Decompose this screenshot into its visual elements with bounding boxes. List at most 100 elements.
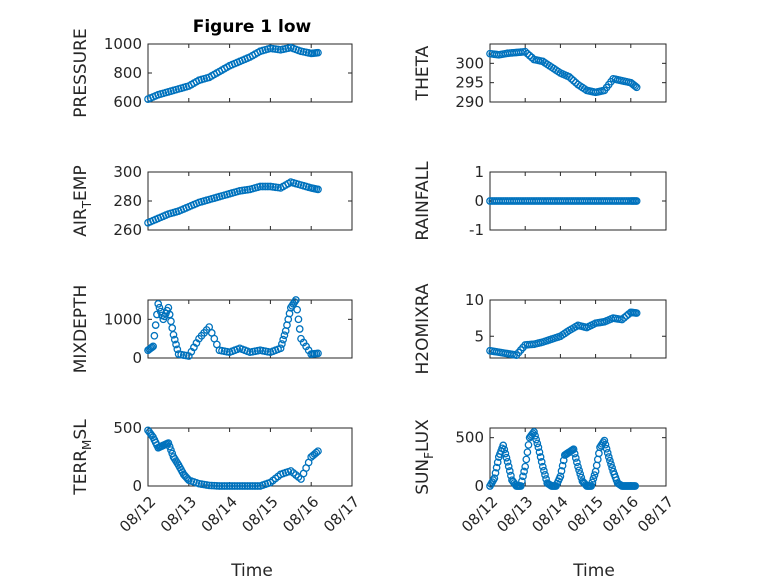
y-axis-label: PRESSURE <box>71 28 91 117</box>
data-point <box>293 305 302 314</box>
data-point <box>573 458 581 467</box>
y-axis-label-main: SUN <box>413 459 433 495</box>
data-point <box>530 428 538 436</box>
data-point <box>534 443 543 452</box>
data-point <box>523 448 532 457</box>
data-point <box>490 474 499 483</box>
data-point <box>504 462 513 471</box>
y-axis-label-main: AIR <box>71 208 91 237</box>
data-point <box>210 481 219 490</box>
data-point <box>631 482 640 490</box>
data-point <box>535 448 544 457</box>
y-tick-label: 295 <box>455 74 484 92</box>
y-axis-label: MIXDEPTH <box>71 285 91 374</box>
subplot-rainfall: -1 0 1 RAINFALL <box>413 161 667 241</box>
series-markers <box>144 43 322 103</box>
axes-box <box>147 299 353 359</box>
data-point <box>521 462 530 471</box>
data-point <box>576 470 585 478</box>
data-point <box>632 83 641 92</box>
subplot-h2omixra: 5 10 H2OMIXRA <box>413 283 667 375</box>
data-point <box>569 76 578 85</box>
data-point <box>607 460 615 469</box>
y-axis-label: TERRMSL <box>71 419 94 496</box>
y-tick-label: 1000 <box>104 310 142 328</box>
y-axis-label-subscript: T <box>80 200 94 209</box>
data-point <box>167 446 175 454</box>
data-point <box>531 431 539 440</box>
subplot-pressure: 600 800 1000 PRESSURE <box>71 28 353 118</box>
data-point <box>233 482 242 490</box>
data-point <box>565 73 574 81</box>
data-point <box>588 478 597 487</box>
data-point <box>599 438 608 447</box>
y-tick-label: 0 <box>474 477 484 495</box>
data-point <box>279 335 287 344</box>
data-point <box>600 436 609 445</box>
y-tick-label: 500 <box>455 429 484 447</box>
y-tick-label: 500 <box>113 419 142 437</box>
data-point <box>532 435 541 444</box>
y-axis-label: H2OMIXRA <box>413 283 433 374</box>
y-axis-label-rest: EMP <box>71 165 91 201</box>
data-point <box>536 453 545 461</box>
data-point <box>151 321 160 329</box>
data-point <box>533 439 542 448</box>
axes-box <box>147 171 353 231</box>
data-point <box>253 482 262 490</box>
data-point <box>520 467 528 476</box>
data-point <box>521 47 530 56</box>
data-point <box>172 340 180 349</box>
data-point <box>524 441 533 449</box>
y-tick-label: 280 <box>113 192 142 210</box>
data-point <box>493 458 502 467</box>
data-point <box>292 296 300 304</box>
data-point <box>502 453 511 462</box>
chart-title: Figure 1 low <box>193 17 312 37</box>
data-point <box>567 74 576 83</box>
data-point <box>492 463 501 472</box>
y-tick-label: -1 <box>469 221 484 239</box>
axes-box <box>147 427 353 487</box>
subplot-mixdepth: 0 1000 MIXDEPTH <box>71 285 353 374</box>
y-axis-label: AIRTEMP <box>71 165 94 236</box>
data-point <box>314 447 322 456</box>
data-point <box>147 343 156 352</box>
y-tick-label: 300 <box>455 54 484 72</box>
data-point <box>505 467 514 475</box>
data-point <box>183 474 192 483</box>
data-point <box>631 82 640 90</box>
data-point <box>243 482 252 490</box>
data-point <box>205 481 214 490</box>
y-axis-label-rest: SL <box>71 419 91 440</box>
data-point <box>251 482 259 490</box>
data-point <box>246 482 254 490</box>
data-point <box>556 472 565 481</box>
series-markers <box>144 426 322 490</box>
y-tick-label: 0 <box>132 477 142 495</box>
data-point <box>276 344 285 353</box>
data-point <box>589 474 598 483</box>
y-axis-label: THETA <box>413 45 433 101</box>
y-axis-label-rest: LUX <box>413 419 433 452</box>
data-point <box>529 429 537 438</box>
data-point <box>258 182 267 191</box>
y-tick-label: 1000 <box>104 35 142 53</box>
data-point <box>557 467 566 475</box>
data-point <box>150 331 159 340</box>
y-axis-label: RAINFALL <box>413 161 433 241</box>
data-point <box>225 482 234 490</box>
data-point <box>256 182 265 191</box>
data-point <box>522 455 531 464</box>
y-tick-label: 5 <box>474 327 484 345</box>
data-point <box>632 309 641 317</box>
data-point <box>155 303 164 312</box>
data-point <box>540 466 548 475</box>
data-point <box>501 449 510 458</box>
y-tick-label: 0 <box>132 349 142 367</box>
y-tick-label: 10 <box>465 291 484 309</box>
data-point <box>248 482 257 490</box>
y-axis-label-subscript: F <box>422 452 436 459</box>
y-tick-label: 290 <box>455 93 484 111</box>
